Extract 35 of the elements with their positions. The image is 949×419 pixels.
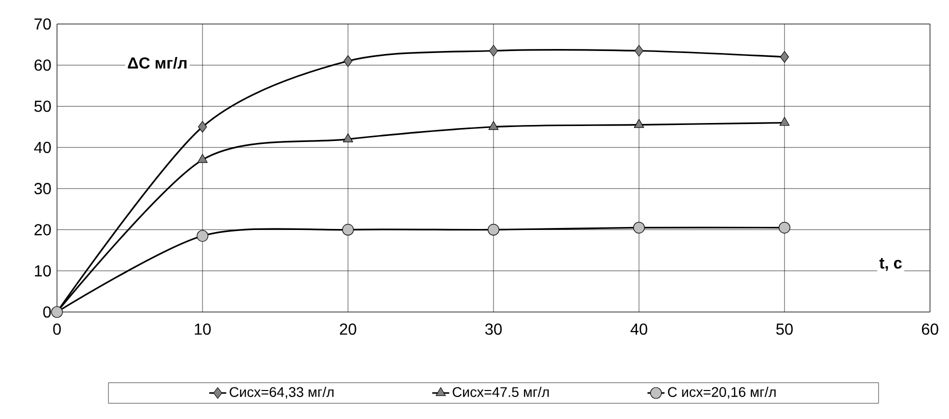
point <box>780 51 789 63</box>
point <box>489 44 498 57</box>
point <box>342 224 354 236</box>
point <box>634 119 644 128</box>
y-axis-title: ΔC мг/л <box>128 56 186 69</box>
y-tick-label: 30 <box>34 182 51 194</box>
x-tick-label: 40 <box>630 324 648 335</box>
point <box>633 222 645 234</box>
y-tick-label: 0 <box>43 306 51 318</box>
point <box>342 133 354 142</box>
x-tick-label: 0 <box>53 324 61 335</box>
x-tick-label: 50 <box>776 324 793 335</box>
x-tick-label: 20 <box>340 324 356 335</box>
point <box>634 44 644 57</box>
point <box>196 230 208 242</box>
legend-label: С исх=20,16 мг/л <box>668 386 776 399</box>
legend-label: Сисх=47.5 мг/л <box>452 386 549 397</box>
legend-label: Сисх=64,33 мг/л <box>230 386 334 399</box>
y-tick-label: 50 <box>34 100 51 112</box>
point <box>488 224 500 236</box>
y-tick-label: 20 <box>34 224 51 236</box>
y-tick-label: 10 <box>34 265 51 276</box>
y-tick-label: 70 <box>34 18 51 30</box>
x-tick-label: 30 <box>485 324 502 335</box>
x-tick-label: 10 <box>194 324 211 335</box>
y-tick-label: 60 <box>34 60 51 71</box>
y-tick-label: 40 <box>34 142 51 154</box>
point <box>344 55 352 67</box>
point <box>779 116 790 126</box>
x-tick-label: 60 <box>922 324 938 335</box>
point <box>198 121 207 133</box>
point <box>488 121 499 130</box>
point <box>778 222 790 234</box>
x-axis-title: t, c <box>879 258 902 271</box>
point <box>197 154 208 163</box>
